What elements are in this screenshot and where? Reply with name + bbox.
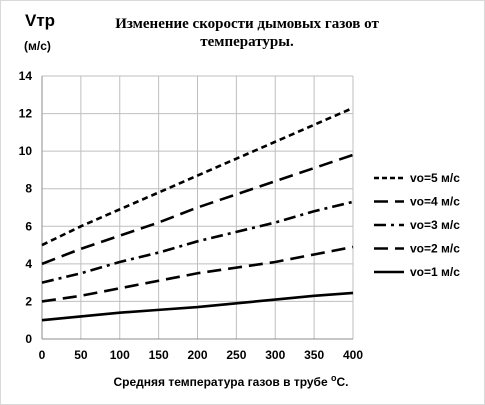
x-tick-label: 150 xyxy=(149,348,169,362)
x-tick-label: 300 xyxy=(265,348,285,362)
legend-label: vo=1 м/с xyxy=(410,265,460,279)
x-axis-label-unit: С. xyxy=(336,375,349,389)
chart-title: Изменение скорости дымовых газов от темп… xyxy=(115,16,379,50)
series-line-1 xyxy=(41,106,354,247)
series-line-4 xyxy=(41,245,354,303)
y-tick-label: 6 xyxy=(25,219,32,233)
y-tick-label: 14 xyxy=(19,69,33,83)
x-axis-label: Средняя температура газов в трубе oС. xyxy=(81,373,381,389)
y-tick-label: 2 xyxy=(25,294,32,308)
y-tick-label: 4 xyxy=(25,257,32,271)
x-axis-label-text: Средняя температура газов в трубе xyxy=(113,375,331,389)
series-line-2 xyxy=(41,153,354,266)
series-line-3 xyxy=(41,200,354,284)
legend-label: vo=3 м/с xyxy=(410,218,460,232)
x-tick-label: 350 xyxy=(304,348,324,362)
x-tick-label: 100 xyxy=(110,348,130,362)
x-tick-label: 250 xyxy=(226,348,246,362)
legend-label: vo=4 м/с xyxy=(410,195,460,209)
legend-label: vo=2 м/с xyxy=(410,242,460,256)
y-tick-label: 12 xyxy=(19,107,33,121)
y-axis-label: Vтр xyxy=(25,11,56,30)
legend-label: vo=5 м/с xyxy=(410,171,460,185)
y-tick-label: 0 xyxy=(25,332,32,346)
y-tick-label: 10 xyxy=(19,144,33,158)
x-tick-label: 0 xyxy=(39,348,46,362)
series-line-5 xyxy=(41,291,354,322)
y-axis-unit: (м/с) xyxy=(24,39,51,53)
x-tick-label: 200 xyxy=(187,348,207,362)
x-tick-label: 400 xyxy=(343,348,363,362)
y-tick-label: 8 xyxy=(25,182,32,196)
x-axis-label-degree: o xyxy=(330,373,337,383)
x-tick-label: 50 xyxy=(74,348,88,362)
